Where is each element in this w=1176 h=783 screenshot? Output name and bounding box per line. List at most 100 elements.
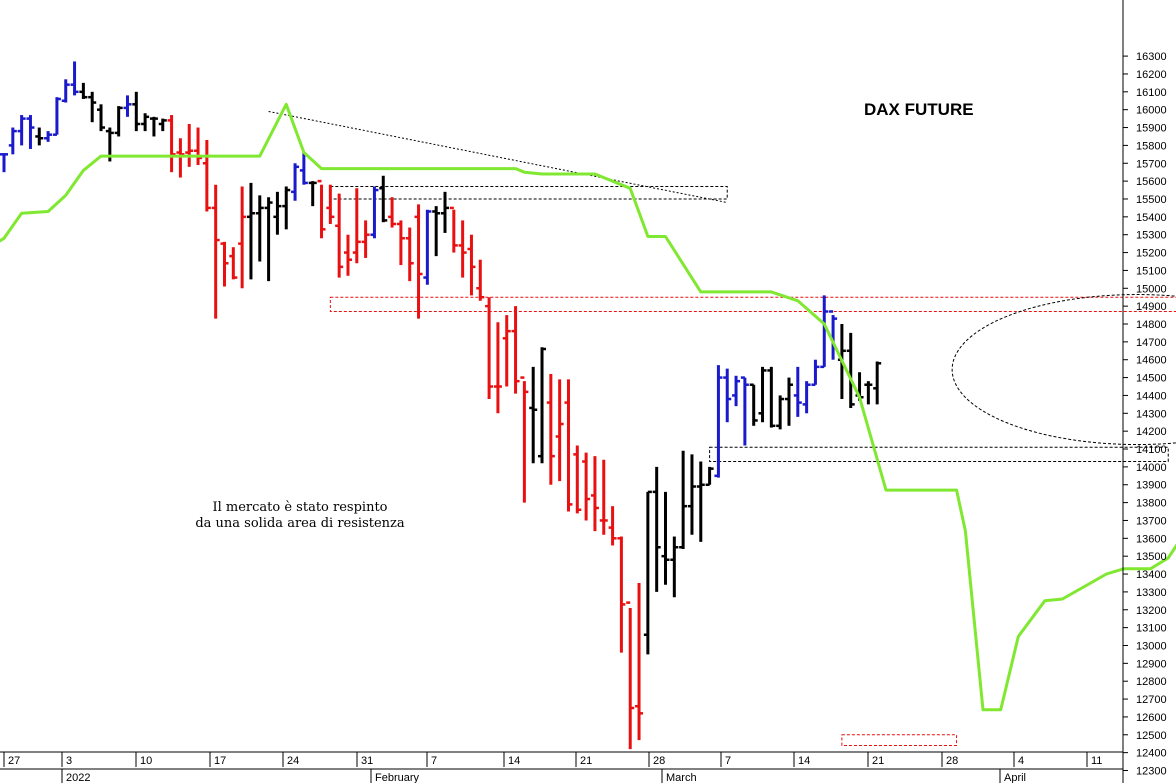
y-tick-label: 15800 [1136,140,1167,152]
consolidation-ellipse [951,294,1176,446]
ohlc-bar [458,220,467,278]
ohlc-bar [546,374,555,485]
ohlc-bar [511,306,520,394]
ohlc-bar [264,197,273,282]
x-tick-label: 17 [214,755,226,767]
x-tick-label: 3 [66,755,72,767]
ohlc-bar [123,95,132,117]
ohlc-bar [273,191,282,235]
ohlc-bar [79,82,88,99]
ohlc-bar [396,220,405,266]
ohlc-bar [361,220,370,258]
x-tick-label: 14 [508,755,520,767]
ohlc-bar [802,381,811,414]
ohlc-bar [70,61,79,96]
ohlc-bar [529,366,538,464]
ohlc-bar [405,227,414,282]
y-tick-label: 15000 [1136,283,1167,295]
ohlc-bar [246,182,255,280]
x-tick-label: 7 [725,755,731,767]
ohlc-bar [211,184,220,319]
ohlc-bar [291,163,300,201]
zone-box-1 [329,296,1176,312]
ohlc-bar [370,186,379,239]
y-tick-label: 13000 [1136,640,1167,652]
x-tick-label: 28 [946,755,958,767]
ohlc-bar [873,361,882,405]
ohlc-bar [35,127,44,146]
y-tick-label: 13700 [1136,515,1167,527]
y-tick-label: 15700 [1136,158,1167,170]
ohlc-bar [599,459,608,535]
annotation-line-2: da una solida area di resistenza [195,516,405,531]
ohlc-bar [149,116,158,137]
ohlc-bar [132,91,141,132]
ohlc-bar [167,115,176,173]
y-tick-label: 12900 [1136,658,1167,670]
ohlc-bar [608,506,617,546]
price-bars [0,61,882,750]
x-tick-label: 27 [8,755,20,767]
ohlc-bar [0,153,8,173]
ohlc-bar [88,91,97,123]
y-tick-label: 14100 [1136,444,1167,456]
ohlc-bar [670,536,679,598]
ohlc-bar [590,456,599,532]
y-tick-label: 13200 [1136,605,1167,617]
ohlc-bar [696,461,705,542]
ohlc-bar [441,191,449,233]
ohlc-bar [538,347,547,464]
x-tick-label: 4 [1018,755,1024,767]
month-label: February [375,772,420,783]
y-tick-label: 16000 [1136,105,1167,117]
y-tick-label: 14000 [1136,462,1167,474]
ohlc-bar [740,376,749,446]
y-tick-label: 13600 [1136,533,1167,545]
green-stop-line [0,102,1176,712]
ohlc-bar [326,184,335,224]
chart-frame [0,0,1124,783]
ohlc-bar [17,115,26,146]
ohlc-bar [643,490,652,655]
chart-title: DAX FUTURE [864,100,974,119]
x-tick-label: 28 [653,755,665,767]
ohlc-bar [661,491,670,585]
zone-box-3 [841,734,958,746]
ohlc-bar [767,366,776,428]
ohlc-bar [485,297,494,400]
ohlc-bar [679,450,688,550]
ohlc-bar [282,186,291,230]
ohlc-bar [158,118,167,132]
y-tick-label: 13800 [1136,498,1167,510]
ohlc-bar [776,395,785,430]
ohlc-bar [308,181,317,207]
ohlc-bar [335,193,344,278]
ohlc-bar [582,452,591,521]
ohlc-bar [493,322,502,414]
y-tick-label: 12500 [1136,730,1167,742]
x-tick-label: 10 [140,755,152,767]
ohlc-bar [846,332,855,408]
x-axis: 27 3 10 17 24 31 7 14 21 28 7 14 21 28 4 11 2022 February… [3,752,1102,783]
ohlc-bar [635,582,644,741]
ohlc-bar [238,186,247,289]
ohlc-bar [502,315,511,387]
y-tick-label: 14600 [1136,355,1167,367]
ohlc-bar [520,376,529,503]
ohlc-bar [573,445,582,514]
ohlc-bar [220,241,229,287]
y-tick-label: 14400 [1136,390,1167,402]
ohlc-bar [61,79,70,103]
ohlc-bar [829,310,838,360]
ohlc-bar [784,377,793,426]
resistance-trendline [268,110,728,204]
month-label: March [666,772,697,783]
ohlc-bar [141,113,150,132]
ohlc-bar [705,466,714,486]
ohlc-bar [176,138,185,178]
ohlc-bar [714,365,723,478]
zone-box-0 [329,185,728,200]
y-tick-label: 13100 [1136,623,1167,635]
y-tick-label: 13500 [1136,551,1167,563]
month-label: 2022 [66,772,90,783]
